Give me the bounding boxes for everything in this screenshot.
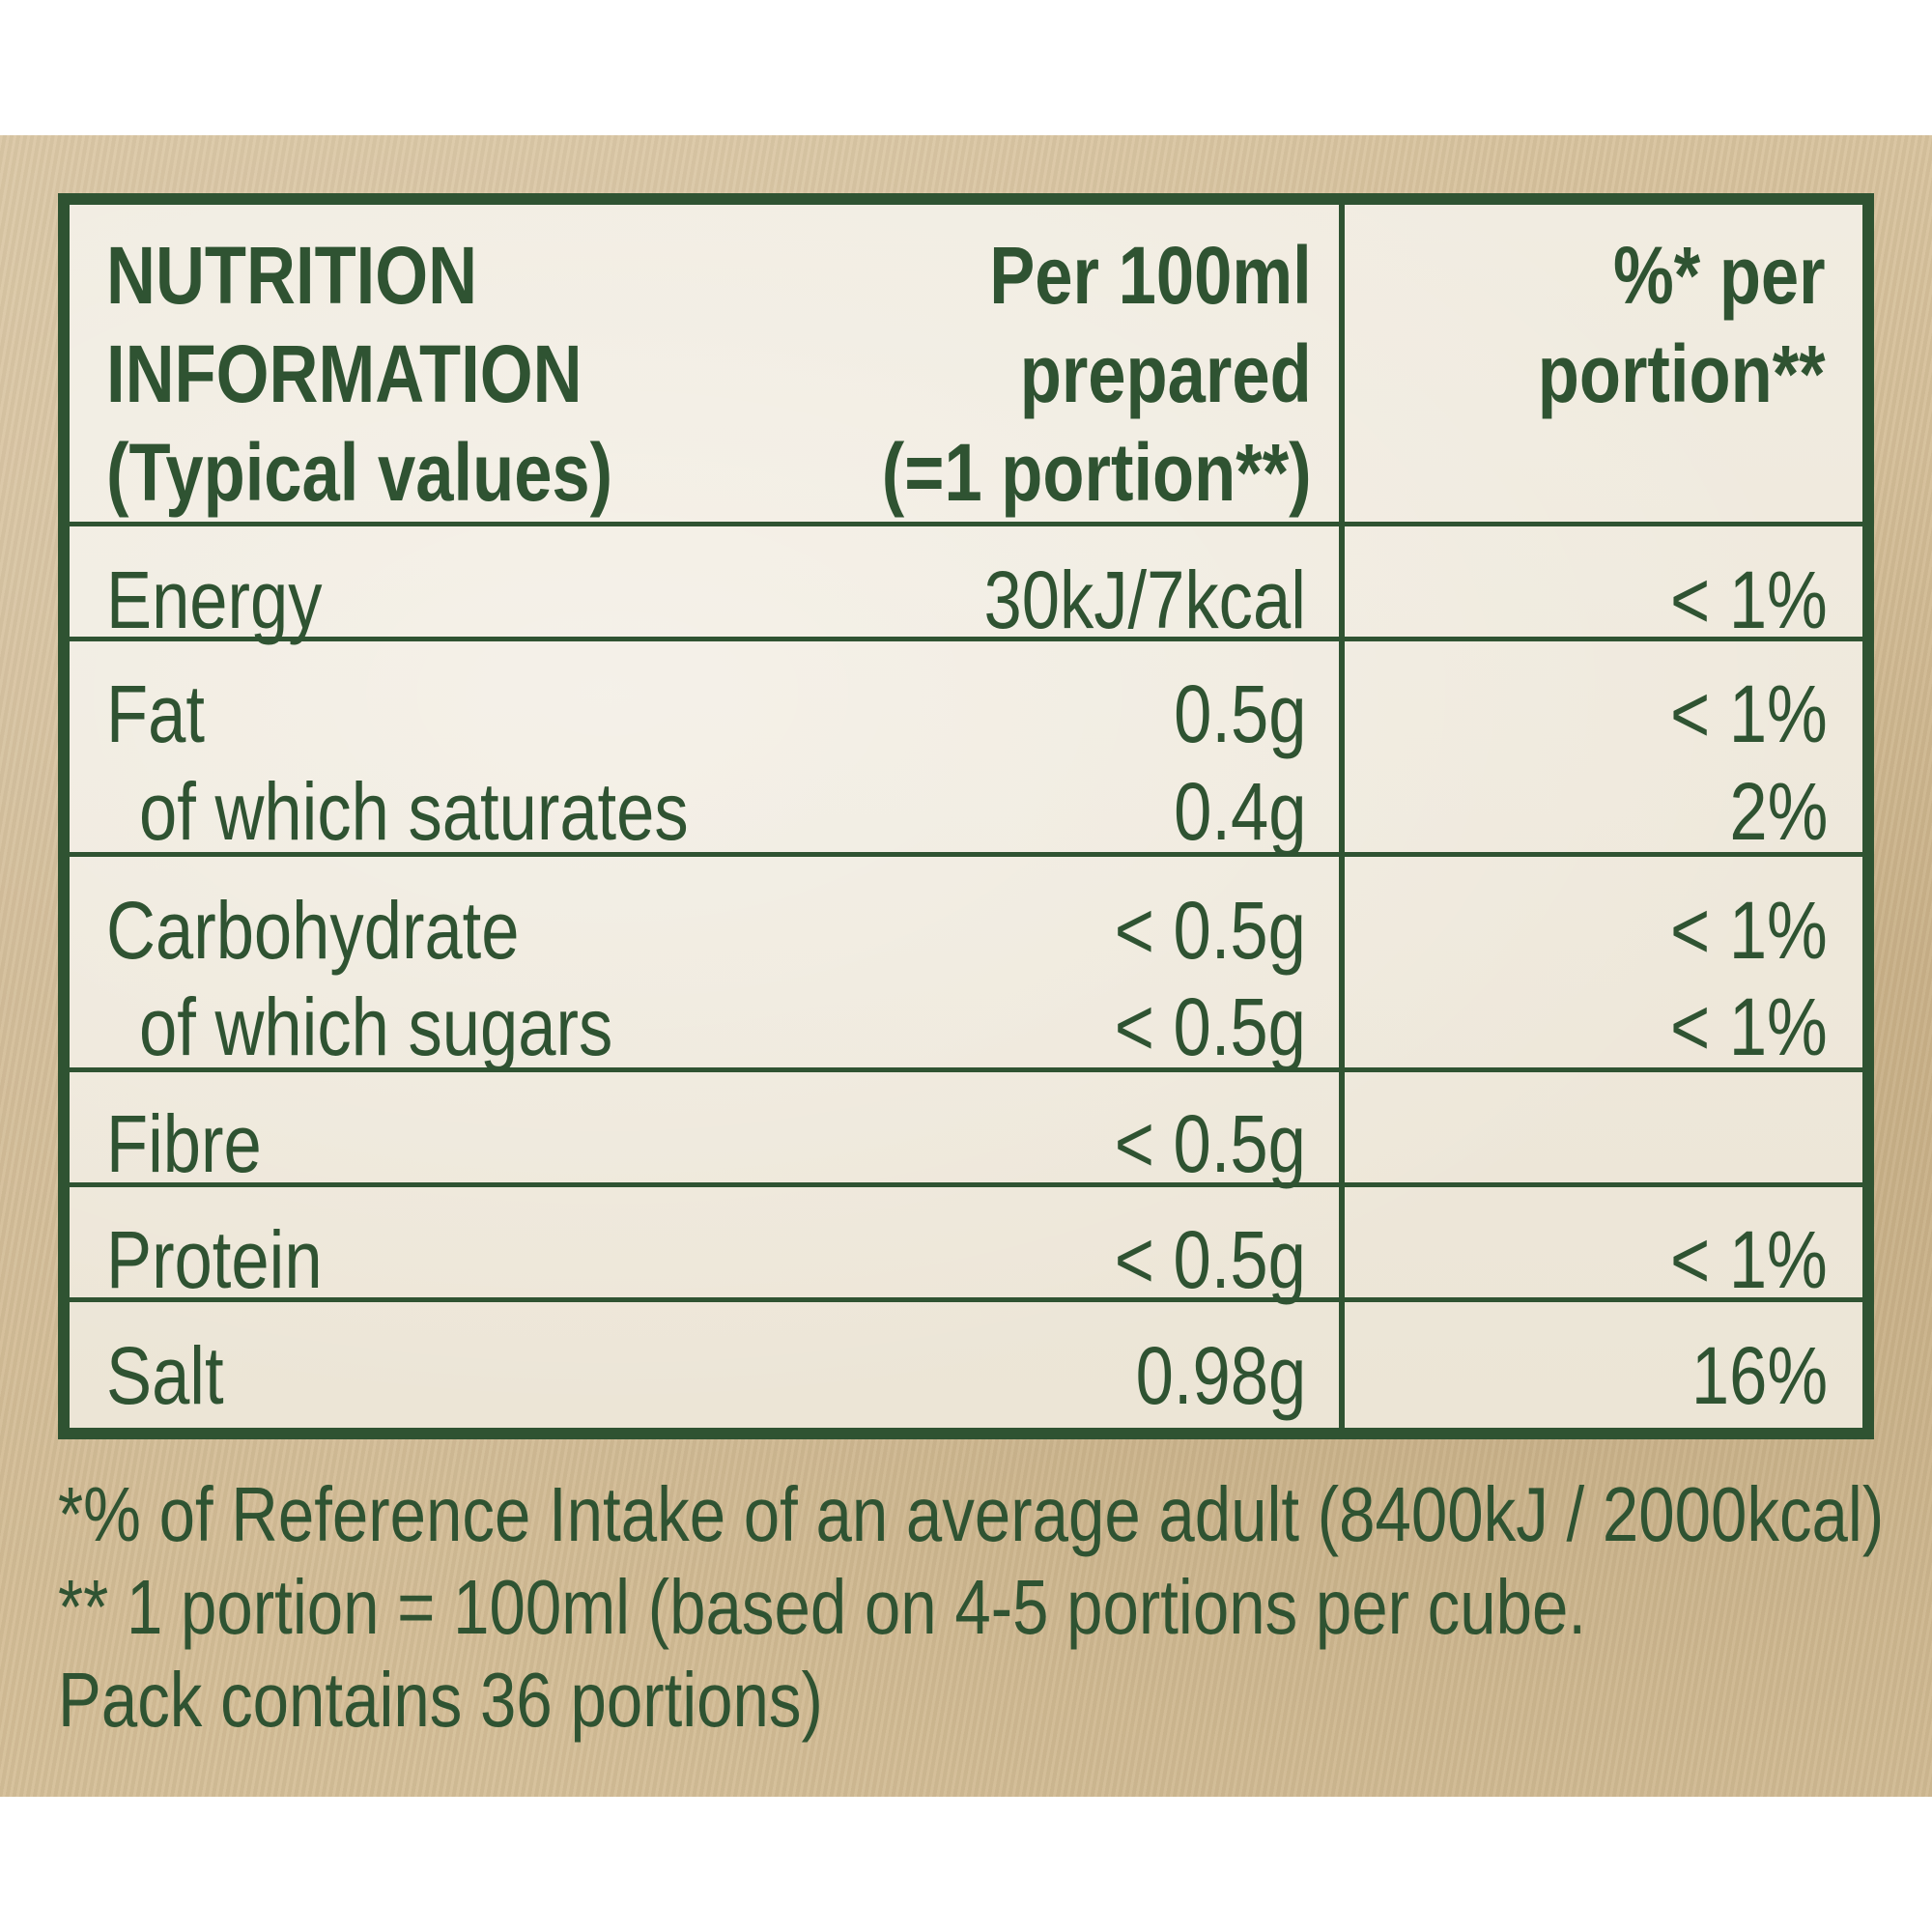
row-label-energy: Energy [106,554,323,645]
row-value-fat: 0.5g [1173,668,1306,759]
row-label-sugars: of which sugars [139,981,613,1072]
table-title: NUTRITION INFORMATION (Typical values) [106,230,613,518]
row-percent-fat: < 1% [1670,668,1828,759]
row-label-carbohydrate: Carbohydrate [106,885,520,976]
row-divider [70,522,1862,526]
row-label-protein: Protein [106,1214,323,1305]
nutrition-table: NUTRITION INFORMATION (Typical values) P… [58,193,1874,1439]
row-divider [70,1182,1862,1187]
row-label-saturates: of which saturates [139,766,689,857]
footnote-pack-contents: Pack contains 36 portions) [58,1657,823,1743]
row-percent-saturates: 2% [1729,766,1828,857]
percent-header: %* per portion** [1538,230,1826,419]
row-divider [70,637,1862,641]
row-value-energy: 30kJ/7kcal [983,554,1306,645]
row-percent-sugars: < 1% [1670,981,1828,1072]
row-value-saturates: 0.4g [1173,766,1306,857]
row-divider [70,1067,1862,1072]
row-value-sugars: < 0.5g [1114,981,1306,1072]
row-label-salt: Salt [106,1330,224,1421]
row-percent-protein: < 1% [1670,1214,1828,1305]
row-percent-energy: < 1% [1670,554,1828,645]
row-label-fibre: Fibre [106,1098,262,1189]
row-percent-salt: 16% [1690,1330,1828,1421]
row-percent-carbohydrate: < 1% [1670,885,1828,976]
row-divider [70,852,1862,857]
footnote-reference-intake: *% of Reference Intake of an average adu… [58,1471,1885,1557]
label-background: NUTRITION INFORMATION (Typical values) P… [0,135,1932,1797]
per-100ml-header: Per 100ml prepared (=1 portion**) [882,230,1312,518]
row-value-carbohydrate: < 0.5g [1114,885,1306,976]
row-value-salt: 0.98g [1135,1330,1306,1421]
row-value-fibre: < 0.5g [1114,1098,1306,1189]
row-label-fat: Fat [106,668,205,759]
footnote-portion: ** 1 portion = 100ml (based on 4-5 porti… [58,1564,1587,1650]
row-divider [70,1297,1862,1302]
column-divider [1339,205,1345,1428]
row-value-protein: < 0.5g [1114,1214,1306,1305]
